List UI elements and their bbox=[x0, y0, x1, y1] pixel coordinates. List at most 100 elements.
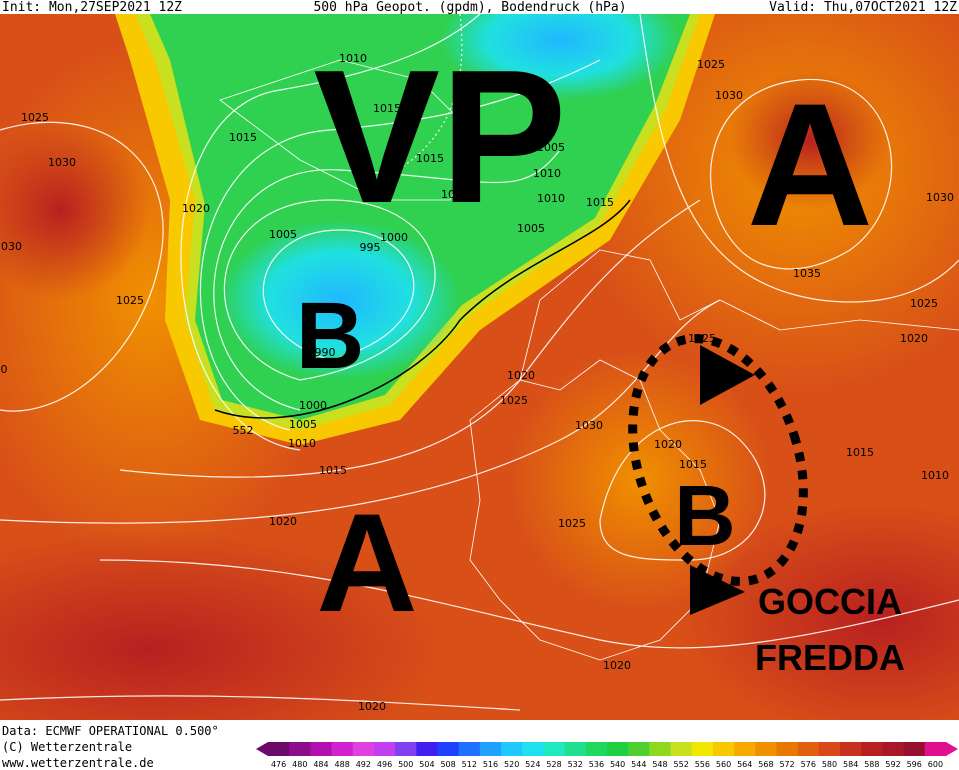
color-swatch bbox=[458, 742, 481, 756]
scale-arrow-right bbox=[946, 742, 958, 756]
isobar-label: 1015 bbox=[319, 464, 347, 477]
scale-label: 592 bbox=[885, 760, 900, 769]
scale-label: 488 bbox=[335, 760, 350, 769]
color-swatch bbox=[861, 742, 883, 756]
map-title: 500 hPa Geopot. (gpdm), Bodendruck (hPa) bbox=[313, 0, 626, 15]
color-swatch bbox=[310, 742, 333, 756]
isobar-label: 1005 bbox=[517, 222, 545, 235]
scale-label: 496 bbox=[377, 760, 392, 769]
isobar-label: 1025 bbox=[697, 58, 725, 71]
color-swatch bbox=[543, 742, 566, 756]
goccia-fredda-label: FREDDA bbox=[755, 637, 905, 678]
isobar-label: 1020 bbox=[182, 202, 210, 215]
scale-label: 596 bbox=[907, 760, 922, 769]
website: www.wetterzentrale.de bbox=[2, 756, 154, 770]
isobar-label: 1020 bbox=[358, 700, 386, 713]
color-swatch bbox=[607, 742, 629, 756]
scale-arrow-left bbox=[256, 742, 268, 756]
color-swatch bbox=[818, 742, 841, 756]
scale-label: 588 bbox=[864, 760, 879, 769]
scale-label: 572 bbox=[779, 760, 794, 769]
isobar-label: 1035 bbox=[793, 267, 821, 280]
isobar-label: 1020 bbox=[900, 332, 928, 345]
isobar-label: 1020 bbox=[654, 438, 682, 451]
color-swatch bbox=[395, 742, 417, 756]
color-swatch bbox=[882, 742, 905, 756]
isobar-label: 1025 bbox=[688, 332, 716, 345]
pressure-system-label: A bbox=[316, 484, 417, 641]
scale-label: 480 bbox=[292, 760, 307, 769]
color-swatch bbox=[755, 742, 777, 756]
goccia-fredda-label: GOCCIA bbox=[758, 581, 902, 622]
color-swatch bbox=[437, 742, 460, 756]
pressure-system-label: VP bbox=[313, 31, 566, 243]
isobar-label: 1030 bbox=[0, 240, 22, 253]
isobar-label: 1025 bbox=[910, 297, 938, 310]
color-swatch bbox=[628, 742, 650, 756]
color-swatch bbox=[585, 742, 608, 756]
scale-label: 580 bbox=[822, 760, 837, 769]
scale-label: 560 bbox=[716, 760, 731, 769]
color-swatch bbox=[840, 742, 862, 756]
pressure-system-label: B bbox=[674, 469, 735, 564]
isobar-label: 1015 bbox=[373, 102, 401, 115]
color-swatch bbox=[924, 742, 947, 756]
isobar-label: 1025 bbox=[558, 517, 586, 530]
isobar-label: 1030 bbox=[575, 419, 603, 432]
scale-label: 564 bbox=[737, 760, 752, 769]
scale-label: 516 bbox=[483, 760, 498, 769]
isobar-label: 1010 bbox=[339, 52, 367, 65]
color-swatch bbox=[289, 742, 311, 756]
isobar-label: 1020 bbox=[269, 515, 297, 528]
scale-label: 500 bbox=[398, 760, 413, 769]
isobar-label: 1025 bbox=[21, 111, 49, 124]
isobar-label: 1000 bbox=[299, 399, 327, 412]
copyright: (C) Wetterzentrale bbox=[2, 740, 132, 754]
color-swatch bbox=[352, 742, 375, 756]
scale-label: 600 bbox=[928, 760, 943, 769]
isobar-label: 1015 bbox=[416, 152, 444, 165]
scale-label: 508 bbox=[440, 760, 455, 769]
isobar-label: 1015 bbox=[846, 446, 874, 459]
isobar-label: 1010 bbox=[288, 437, 316, 450]
color-swatch bbox=[734, 742, 756, 756]
isobar-label: 0 bbox=[1, 363, 8, 376]
color-swatch bbox=[268, 742, 290, 756]
scale-label: 576 bbox=[801, 760, 816, 769]
scale-label: 584 bbox=[843, 760, 858, 769]
isobar-label: 1010 bbox=[533, 167, 561, 180]
isobar-label: 1020 bbox=[603, 659, 631, 672]
pressure-system-label: A bbox=[747, 68, 873, 263]
isobar-label: 1015 bbox=[229, 131, 257, 144]
color-swatch bbox=[564, 742, 587, 756]
isobar-label: 1005 bbox=[289, 418, 317, 431]
init-time: Init: Mon,27SEP2021 12Z bbox=[2, 0, 182, 15]
scale-label: 476 bbox=[271, 760, 286, 769]
isobar-label: 1030 bbox=[48, 156, 76, 169]
color-swatch bbox=[903, 742, 926, 756]
color-swatch bbox=[797, 742, 820, 756]
isobar-label: 1010 bbox=[537, 192, 565, 205]
isobar-label: 1015 bbox=[586, 196, 614, 209]
scale-label: 524 bbox=[525, 760, 540, 769]
color-swatch bbox=[649, 742, 672, 756]
color-swatch bbox=[712, 742, 735, 756]
scale-label: 556 bbox=[695, 760, 710, 769]
scale-label: 532 bbox=[568, 760, 583, 769]
scale-label: 552 bbox=[674, 760, 689, 769]
scale-label: 548 bbox=[652, 760, 667, 769]
goccia-fredda-marks bbox=[628, 334, 808, 615]
scale-label: 512 bbox=[462, 760, 477, 769]
isobar-label: 1010 bbox=[441, 188, 469, 201]
isobar-label: 1005 bbox=[269, 228, 297, 241]
isobar-label: 1030 bbox=[715, 89, 743, 102]
isobar-label: 1025 bbox=[116, 294, 144, 307]
isobar-label: 1000 bbox=[380, 231, 408, 244]
color-swatch bbox=[373, 742, 396, 756]
isobar-label: 995 bbox=[360, 241, 381, 254]
valid-time: Valid: Thu,07OCT2021 12Z bbox=[769, 0, 957, 15]
isobar-label: 1030 bbox=[926, 191, 954, 204]
scale-label: 504 bbox=[419, 760, 434, 769]
